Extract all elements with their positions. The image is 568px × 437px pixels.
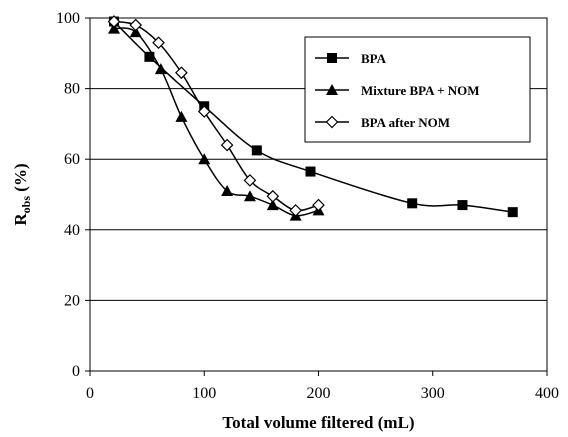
- marker-diamond: [243, 174, 257, 187]
- marker-triangle: [221, 184, 234, 196]
- x-tick-label: 0: [86, 385, 94, 402]
- legend-item: Mixture BPA + NOM: [315, 83, 480, 98]
- x-tick-label: 100: [192, 385, 216, 402]
- marker-diamond: [197, 105, 211, 118]
- marker-diamond: [175, 66, 188, 80]
- marker-triangle: [326, 84, 338, 95]
- marker-triangle: [154, 63, 167, 75]
- series-3: [107, 15, 325, 217]
- x-tick-label: 400: [535, 385, 559, 402]
- marker-diamond: [312, 198, 325, 212]
- marker-diamond: [107, 15, 121, 28]
- marker-triangle: [107, 22, 120, 34]
- marker-square: [144, 51, 155, 62]
- marker-diamond: [220, 138, 234, 152]
- marker-diamond: [289, 204, 302, 217]
- legend-label: BPA after NOM: [361, 115, 450, 130]
- marker-triangle: [129, 26, 142, 38]
- legend: BPA Mixture BPA + NOM BPA after NOM: [304, 36, 531, 143]
- legend-item: BPA: [315, 51, 387, 66]
- marker-triangle: [266, 199, 279, 211]
- marker-diamond: [266, 189, 280, 203]
- y-tick-label: 20: [64, 292, 80, 309]
- series-line: [113, 20, 319, 212]
- series: [107, 15, 518, 221]
- series-2: [107, 22, 325, 221]
- marker-triangle: [175, 110, 188, 122]
- y-axis-title-main: R: [11, 213, 30, 226]
- marker-square: [407, 198, 418, 209]
- y-axis-title-rest: (%): [11, 163, 30, 196]
- marker-diamond: [129, 18, 143, 32]
- marker-square: [305, 166, 316, 177]
- x-axis-title: Total volume filtered (mL): [222, 413, 414, 432]
- legend-item: BPA after NOM: [315, 115, 450, 130]
- y-tick-label: 80: [64, 81, 80, 98]
- marker-square: [507, 207, 518, 218]
- marker-diamond: [325, 115, 339, 129]
- x-tick-label: 300: [421, 385, 445, 402]
- marker-square: [251, 145, 262, 156]
- legend-label: Mixture BPA + NOM: [361, 83, 480, 98]
- marker-triangle: [198, 153, 211, 165]
- y-axis-title-subscript: obs: [19, 196, 33, 214]
- marker-square: [327, 53, 337, 63]
- marker-square: [457, 200, 468, 211]
- y-tick-label: 40: [64, 222, 80, 239]
- marker-diamond: [152, 36, 165, 50]
- y-axis-title: Robs (%): [11, 163, 33, 225]
- y-tick-label: 60: [64, 151, 80, 168]
- series-line: [113, 27, 319, 217]
- axis-ticks: 0 20 40 60 80 100 0 100 200 300 400: [56, 10, 559, 402]
- x-tick-label: 200: [307, 385, 331, 402]
- legend-label: BPA: [361, 51, 387, 66]
- marker-triangle: [243, 190, 256, 202]
- y-tick-label: 100: [56, 10, 80, 27]
- y-tick-label: 0: [72, 363, 80, 380]
